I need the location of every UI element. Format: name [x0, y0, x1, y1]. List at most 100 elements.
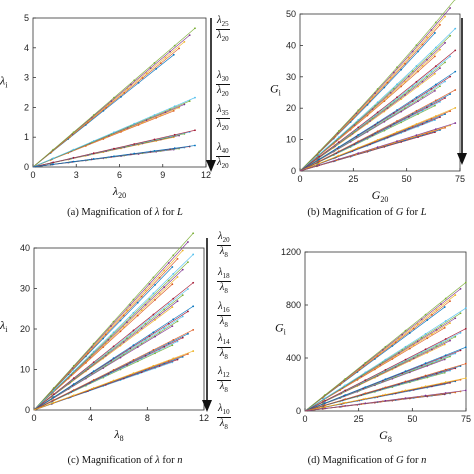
data-point: [52, 393, 55, 395]
data-point: [337, 136, 340, 139]
data-point: [178, 106, 180, 109]
data-point: [435, 308, 438, 311]
data-point: [430, 70, 433, 73]
data-point: [136, 301, 139, 304]
data-point: [122, 314, 125, 317]
y-tick-label: 10: [286, 135, 296, 145]
frac-c-1: λ18 λ8: [217, 267, 231, 296]
data-point: [426, 75, 428, 78]
data-point: [400, 85, 403, 88]
data-point: [364, 386, 367, 388]
data-point: [92, 158, 95, 160]
data-point: [122, 341, 125, 343]
x-tick-label: 12: [201, 170, 211, 180]
data-point: [171, 283, 174, 286]
data-point: [176, 276, 179, 278]
data-point: [187, 261, 189, 264]
arrow-a-head: [206, 160, 216, 172]
data-point: [112, 345, 115, 348]
data-point: [459, 287, 462, 290]
data-point: [92, 152, 95, 155]
data-point: [454, 107, 457, 109]
data-point: [434, 83, 437, 86]
data-point: [113, 96, 115, 99]
data-point: [337, 146, 340, 148]
data-point: [396, 120, 398, 122]
data-point: [404, 389, 407, 392]
data-point: [152, 292, 155, 295]
data-point: [421, 80, 424, 83]
data-point: [454, 122, 457, 124]
data-point: [384, 358, 387, 361]
data-point: [153, 149, 156, 152]
data-point: [434, 128, 437, 131]
data-point: [152, 313, 155, 316]
data-point: [173, 133, 176, 136]
data-point: [435, 345, 438, 347]
data-point: [167, 342, 170, 345]
data-point: [133, 79, 136, 82]
data-point: [72, 156, 75, 159]
y-tick-label: 0: [25, 405, 30, 415]
data-point: [396, 66, 398, 69]
data-point: [454, 89, 457, 91]
y-tick-label: 1200: [281, 247, 301, 257]
data-point: [396, 109, 398, 111]
data-point: [136, 346, 139, 348]
data-point: [192, 253, 195, 256]
data-point: [415, 109, 418, 112]
data-point: [337, 130, 340, 132]
arrow-c-head: [202, 400, 212, 412]
data-point: [424, 332, 427, 335]
data-point: [396, 83, 398, 86]
axes-frame: [299, 13, 461, 172]
y-tick-label: 20: [20, 324, 30, 334]
data-point: [444, 15, 446, 18]
data-point: [158, 349, 161, 351]
data-point: [454, 27, 457, 30]
data-point: [172, 297, 175, 300]
data-point: [420, 318, 423, 321]
data-point: [181, 336, 184, 339]
data-point: [396, 131, 398, 133]
x-axis-label: λ8: [113, 427, 123, 443]
data-point: [364, 371, 367, 374]
data-point: [187, 310, 189, 313]
data-point: [449, 300, 451, 303]
data-point: [337, 158, 340, 161]
x-tick-label: 8: [145, 413, 150, 423]
data-point: [364, 361, 367, 364]
data-point: [449, 55, 452, 58]
data-point: [344, 404, 347, 407]
data-point: [144, 322, 147, 325]
data-point: [176, 300, 179, 303]
data-point: [188, 100, 191, 102]
data-point: [411, 85, 414, 88]
data-point: [376, 146, 379, 149]
data-point: [72, 131, 75, 134]
data-point: [163, 308, 166, 311]
data-point: [384, 345, 387, 348]
data-point: [417, 50, 419, 53]
data-point: [192, 305, 195, 308]
data-point: [153, 114, 156, 116]
data-point: [424, 313, 427, 316]
x-tick-label: 0: [297, 174, 302, 184]
data-point: [192, 281, 195, 284]
data-point: [464, 327, 467, 330]
data-point: [464, 389, 467, 392]
data-point: [337, 154, 340, 157]
data-point: [384, 386, 387, 389]
data-point: [400, 68, 403, 71]
data-point: [176, 340, 179, 343]
data-point: [444, 392, 447, 394]
data-point: [404, 329, 407, 332]
data-point: [92, 387, 95, 389]
data-point: [411, 50, 414, 53]
y-tick-label: 50: [286, 9, 296, 19]
data-point: [72, 383, 75, 385]
data-point: [416, 340, 419, 343]
